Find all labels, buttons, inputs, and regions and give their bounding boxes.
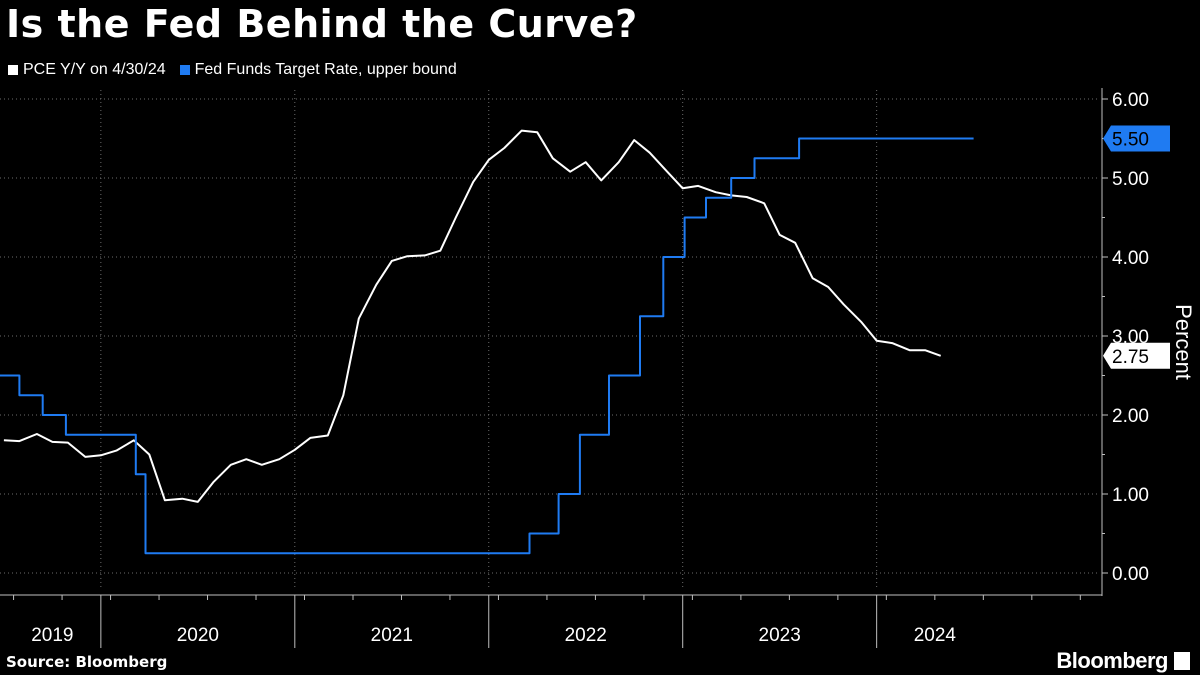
- pce-series-line: [3, 129, 942, 503]
- fed-last-value-label: 5.50: [1112, 130, 1149, 151]
- legend-swatch-fed: [179, 65, 190, 75]
- y-tick-label: 5.00: [1112, 169, 1149, 190]
- chart-title: Is the Fed Behind the Curve?: [6, 2, 638, 46]
- x-year-label: 2019: [31, 625, 73, 646]
- pce-last-value-label: 2.75: [1112, 347, 1149, 368]
- legend-swatch-pce: [8, 65, 18, 75]
- legend-item-pce: PCE Y/Y on 4/30/24: [8, 61, 166, 79]
- bloomberg-logo: Bloomberg: [1056, 648, 1190, 674]
- source-note: Source: Bloomberg: [6, 653, 168, 671]
- legend-label-fed: Fed Funds Target Rate, upper bound: [194, 61, 457, 78]
- x-year-label: 2024: [914, 625, 957, 646]
- y-tick-label: 0.00: [1112, 564, 1149, 585]
- legend-label-pce: PCE Y/Y on 4/30/24: [23, 61, 166, 78]
- y-tick-label: 4.00: [1112, 248, 1149, 269]
- y-axis-label: Percent: [1171, 304, 1196, 380]
- y-tick-label: 6.00: [1112, 90, 1149, 111]
- x-year-label: 2020: [177, 625, 219, 646]
- brand-mark-icon: [1174, 652, 1190, 670]
- y-tick-label: 2.00: [1112, 406, 1149, 427]
- y-tick-label: 1.00: [1112, 485, 1149, 506]
- fed-last-value-badge: [1103, 125, 1170, 152]
- x-year-label: 2021: [371, 625, 413, 646]
- fed-funds-series-line: [0, 137, 974, 555]
- brand-name: Bloomberg: [1056, 648, 1168, 673]
- pce-last-value-badge: [1103, 342, 1170, 369]
- legend-item-fed: Fed Funds Target Rate, upper bound: [179, 61, 457, 79]
- x-year-label: 2022: [565, 625, 607, 646]
- x-year-label: 2023: [759, 625, 801, 646]
- legend: PCE Y/Y on 4/30/24 Fed Funds Target Rate…: [8, 61, 471, 79]
